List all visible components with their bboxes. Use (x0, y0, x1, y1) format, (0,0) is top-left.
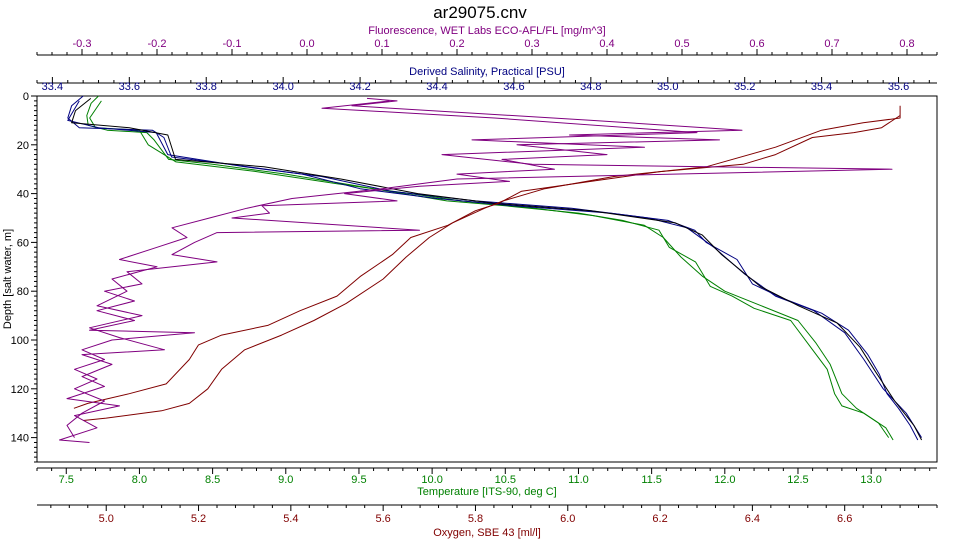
temperature-tick-label: 8.0 (132, 474, 147, 486)
salinity-cast-3-line (71, 98, 923, 441)
salinity-tick-label: 35.2 (734, 81, 755, 93)
y-tick-label: 80 (17, 286, 29, 298)
salinity-tick-label: 33.8 (196, 81, 217, 93)
y-tick-label: 0 (23, 91, 29, 103)
fluorescence-tick-label: 0.1 (374, 38, 389, 50)
salinity-tick-label: 34.8 (580, 81, 601, 93)
y-tick-label: 140 (11, 433, 29, 445)
oxygen-tick-label: 5.0 (99, 513, 114, 525)
salinity-tick-label: 35.6 (888, 81, 909, 93)
oxygen-tick-label: 6.2 (652, 513, 667, 525)
fluorescence-tick-label: -0.1 (223, 38, 242, 50)
oxygen-axis: 5.0 5.2 5.4 5.6 5.8 6.0 6.2 6.4 6.6 Oxygen, SBE 4… (37, 504, 938, 539)
fluorescence-axis: -0.3 -0.2 -0.1 0.0 0.1 0.2 0.3 0.4 0.5 0.6 0.7 0.8 F… (36, 25, 938, 56)
oxygen-tick-label: 6.6 (837, 513, 852, 525)
fluorescence-tick-label: 0.2 (449, 38, 464, 50)
fluorescence-tick-label: 0.0 (299, 38, 314, 50)
fluorescence-tick-label: 0.5 (674, 38, 689, 50)
temperature-tick-label: 10.0 (421, 474, 442, 486)
temperature-tick-label: 9.0 (278, 474, 293, 486)
salinity-tick-label: 34.0 (272, 81, 293, 93)
y-axis-label: Depth [salt water, m] (2, 229, 14, 329)
axes-layer: 0 20 40 60 80 100 120 140 Depth [salt water, m] -… (2, 25, 938, 539)
oxygen-axis-label: Oxygen, SBE 43 [ml/l] (433, 527, 541, 539)
fluorescence-up-line (59, 100, 893, 443)
fluorescence-tick-label: 0.3 (524, 38, 539, 50)
salinity-tick-label: 34.4 (426, 81, 447, 93)
temperature-tick-label: 10.5 (495, 474, 516, 486)
salinity-tick-label: 34.2 (349, 81, 370, 93)
plot-area-frame (36, 95, 938, 463)
oxygen-tick-label: 5.2 (191, 513, 206, 525)
temperature-axis-label: Temperature [ITS-90, deg C] (417, 486, 556, 498)
temperature-tick-label: 12.0 (714, 474, 735, 486)
salinity-tick-label: 35.4 (811, 81, 832, 93)
temperature-tick-label: 8.5 (205, 474, 220, 486)
salinity-tick-label: 33.6 (119, 81, 140, 93)
temperature-tick-label: 12.5 (787, 474, 808, 486)
temperature-tick-label: 7.5 (59, 474, 74, 486)
fluorescence-down-line (66, 97, 743, 438)
oxygen-tick-label: 5.8 (468, 513, 483, 525)
plot-frame (36, 95, 938, 463)
fluorescence-tick-label: 0.4 (599, 38, 614, 50)
y-tick-label: 40 (17, 189, 29, 201)
salinity-tick-label: 35.0 (657, 81, 678, 93)
salinity-up-line (67, 100, 923, 438)
y-tick-label: 120 (11, 384, 29, 396)
salinity-axis: 33.4 33.6 33.8 34.0 34.2 34.4 34.6 34.8 35.0 35.2… (36, 66, 937, 93)
oxygen-tick-label: 6.0 (560, 513, 575, 525)
oxygen-down-line (73, 115, 901, 409)
y-tick-label: 60 (17, 237, 29, 249)
temperature-tick-label: 13.0 (860, 474, 881, 486)
y-tick-label: 20 (17, 140, 29, 152)
salinity-axis-label: Derived Salinity, Practical [PSU] (409, 66, 565, 78)
fluorescence-tick-label: 0.7 (824, 38, 839, 50)
temperature-tick-label: 9.5 (351, 474, 366, 486)
oxygen-tick-label: 6.4 (745, 513, 760, 525)
oxygen-tick-label: 5.4 (283, 513, 298, 525)
fluorescence-tick-label: 0.6 (749, 38, 764, 50)
temperature-up-line (89, 100, 890, 438)
temperature-tick-label: 11.0 (568, 474, 589, 486)
fluorescence-axis-label: Fluorescence, WET Labs ECO-AFL/FL [mg/m^… (368, 25, 605, 37)
temperature-tick-label: 11.5 (641, 474, 662, 486)
salinity-tick-label: 33.4 (42, 81, 63, 93)
temperature-axis: 7.5 8.0 8.5 9.0 9.5 10.0 10.5 11.0 11.5 12.0 12.5 1… (36, 467, 937, 498)
fluorescence-tick-label: 0.8 (899, 38, 914, 50)
oxygen-up-line (83, 105, 901, 421)
salinity-tick-label: 34.6 (503, 81, 524, 93)
y-tick-label: 100 (11, 335, 29, 347)
fluorescence-tick-label: -0.2 (148, 38, 167, 50)
oxygen-tick-label: 5.6 (376, 513, 391, 525)
series-layer (59, 95, 923, 443)
chart-title: ar29075.cnv (433, 3, 527, 22)
fluorescence-tick-label: -0.3 (73, 38, 92, 50)
